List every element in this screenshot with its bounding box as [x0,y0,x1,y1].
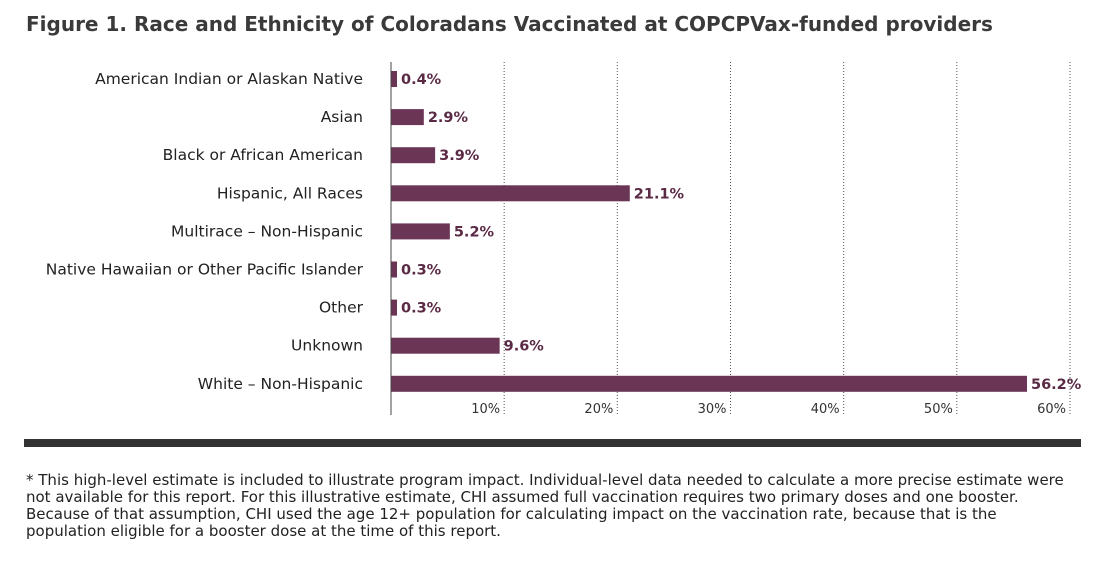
value-label: 2.9% [428,110,469,126]
gridlines [503,62,1071,415]
bar [391,185,630,202]
x-tick-label: 10% [471,402,500,417]
value-label: 0.3% [401,301,442,317]
bar [391,147,436,164]
value-labels: 0.4% 2.9% 3.9% 21.1% 5.2% 0.3% 0.3% 9.6% 56.2% [401,72,1082,393]
bars [391,71,1027,392]
x-tick-label: 20% [584,402,613,417]
value-label: 0.4% [401,72,442,88]
chart-title: Figure 1. Race and Ethnicity of Colorada… [26,12,993,36]
bar [391,375,1027,392]
footnote: * This high-level estimate is included t… [26,471,1064,540]
category-label: American Indian or Alaskan Native [95,70,363,88]
category-labels: American Indian or Alaskan Native Asian Bl… [46,70,364,393]
bar [391,337,500,354]
x-tick-label: 30% [698,402,727,417]
category-label: Asian [321,108,363,126]
value-label: 3.9% [439,148,480,164]
x-tick-label: 40% [811,402,840,417]
tick-labels: 10% 20% 30% 40% 50% 60% [471,402,1066,417]
category-label: Unknown [291,337,363,355]
category-label: Other [319,299,364,317]
category-label: Hispanic, All Races [217,184,363,202]
x-tick-label: 60% [1037,402,1066,417]
divider-rule [24,439,1081,447]
value-label: 56.2% [1031,377,1082,393]
category-label: White – Non-Hispanic [198,375,363,393]
bar [391,109,424,126]
bar [391,299,397,316]
bar [391,223,450,240]
value-label: 9.6% [504,339,545,355]
value-label: 5.2% [454,224,495,240]
category-label: Multirace – Non-Hispanic [171,222,363,240]
value-label: 0.3% [401,263,442,279]
bar-chart: American Indian or Alaskan Native Asian Bl… [46,62,1082,417]
category-label: Native Hawaiian or Other Pacific Islande… [46,261,364,279]
bar [391,261,397,278]
x-tick-label: 50% [924,402,953,417]
category-label: Black or African American [163,146,363,164]
value-label: 21.1% [634,186,685,202]
bar [391,71,397,87]
